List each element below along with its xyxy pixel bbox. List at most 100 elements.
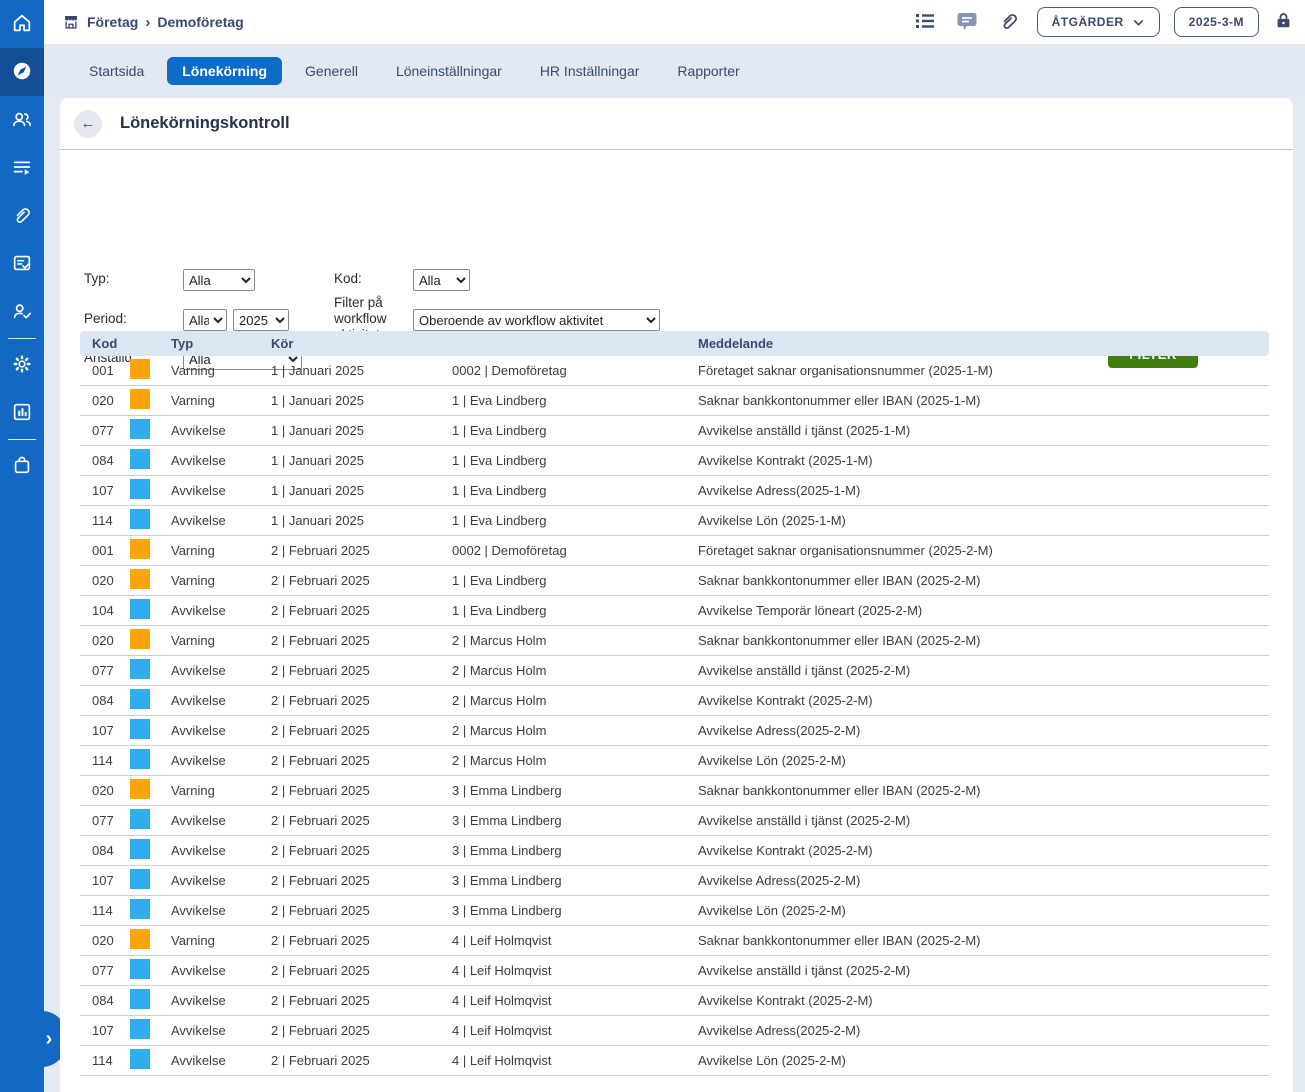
row-color-cell	[130, 989, 171, 1012]
breadcrumb-root[interactable]: Företag	[87, 14, 139, 30]
table-row: 077 Avvikelse 2 | Februari 2025 3 | Emma…	[80, 806, 1269, 836]
row-mottagare: 1 | Eva Lindberg	[452, 423, 547, 438]
row-kod: 107	[92, 1023, 114, 1038]
row-meddelande: Saknar bankkontonummer eller IBAN (2025-…	[698, 933, 981, 948]
row-color-cell	[130, 779, 171, 802]
sidebar-item-payroll-runs[interactable]	[0, 144, 44, 192]
col-header-typ: Typ	[171, 336, 194, 351]
type-color-swatch	[130, 599, 150, 619]
table-row: 114 Avvikelse 2 | Februari 2025 3 | Emma…	[80, 896, 1269, 926]
row-kor: 1 | Januari 2025	[271, 453, 364, 468]
row-kod: 084	[92, 993, 114, 1008]
row-kor: 2 | Februari 2025	[271, 783, 370, 798]
actions-button-label: ÅTGÄRDER	[1051, 15, 1124, 29]
tab-bar: Startsida Lönekörning Generell Löneinstä…	[44, 44, 1305, 98]
type-color-swatch	[130, 749, 150, 769]
actions-button[interactable]: ÅTGÄRDER	[1036, 7, 1160, 37]
tab-löneinställningar[interactable]: Löneinställningar	[395, 63, 502, 79]
back-button[interactable]: ←	[74, 109, 102, 138]
table-row: 114 Avvikelse 2 | Februari 2025 4 | Leif…	[80, 1046, 1269, 1076]
sidebar-item-payroll[interactable]	[0, 48, 44, 96]
gear-icon	[11, 353, 33, 378]
row-typ: Varning	[171, 363, 215, 378]
row-mottagare: 4 | Leif Holmqvist	[452, 1023, 552, 1038]
lock-button[interactable]	[1273, 8, 1293, 36]
row-kod: 107	[92, 873, 114, 888]
row-typ: Avvikelse	[171, 993, 226, 1008]
workflow-filter-select[interactable]: Oberoende av workflow aktivitet	[413, 309, 660, 331]
table-body: 001 Varning 1 | Januari 2025 0002 | Demo…	[80, 356, 1269, 1076]
row-color-cell	[130, 869, 171, 892]
period-button-label: 2025-3-M	[1188, 15, 1244, 29]
results-table: Kod Typ Kör Meddelande 001 Varning 1 | J…	[80, 331, 1269, 1076]
sidebar-item-employees[interactable]	[0, 96, 44, 144]
sidebar-item-attachments[interactable]	[0, 192, 44, 240]
row-kor: 2 | Februari 2025	[271, 933, 370, 948]
page-title: Lönekörningskontroll	[120, 114, 290, 132]
period-year-select[interactable]: 2025	[233, 309, 289, 331]
row-kor: 1 | Januari 2025	[271, 423, 364, 438]
filter-section: Typ: Alla Kod: Alla Period: Alla 2025 Fi…	[60, 150, 1293, 370]
row-mottagare: 3 | Emma Lindberg	[452, 873, 562, 888]
row-mottagare: 1 | Eva Lindberg	[452, 603, 547, 618]
sidebar-divider	[8, 439, 36, 440]
tab-hr-inställningar[interactable]: HR Inställningar	[539, 63, 640, 79]
row-kor: 2 | Februari 2025	[271, 573, 370, 588]
row-typ: Avvikelse	[171, 1023, 226, 1038]
row-kod: 020	[92, 633, 114, 648]
sidebar-item-home[interactable]	[0, 0, 44, 48]
sidebar-item-marketplace[interactable]	[0, 442, 44, 490]
row-kor: 2 | Februari 2025	[271, 903, 370, 918]
table-row: 001 Varning 1 | Januari 2025 0002 | Demo…	[80, 356, 1269, 386]
type-color-swatch	[130, 1049, 150, 1069]
row-color-cell	[130, 719, 171, 742]
row-meddelande: Avvikelse Adress(2025-2-M)	[698, 873, 861, 888]
tab-startsida[interactable]: Startsida	[89, 63, 145, 79]
col-header-kor: Kör	[271, 336, 294, 351]
row-mottagare: 4 | Leif Holmqvist	[452, 963, 552, 978]
chevron-right-icon: ›	[45, 1028, 53, 1050]
row-mottagare: 2 | Marcus Holm	[452, 633, 547, 648]
typ-select[interactable]: Alla	[183, 269, 255, 291]
period-month-select[interactable]: Alla	[183, 309, 227, 331]
comments-button[interactable]	[953, 8, 981, 36]
row-meddelande: Företaget saknar organisationsnummer (20…	[698, 543, 993, 558]
lock-icon	[1274, 11, 1293, 33]
row-meddelande: Avvikelse Kontrakt (2025-2-M)	[698, 993, 873, 1008]
tab-rapporter[interactable]: Rapporter	[677, 63, 740, 79]
row-color-cell	[130, 539, 171, 562]
type-color-swatch	[130, 719, 150, 739]
type-color-swatch	[130, 989, 150, 1009]
row-typ: Avvikelse	[171, 1053, 226, 1068]
row-typ: Varning	[171, 783, 215, 798]
table-row: 020 Varning 2 | Februari 2025 1 | Eva Li…	[80, 566, 1269, 596]
period-button[interactable]: 2025-3-M	[1173, 7, 1259, 37]
row-color-cell	[130, 629, 171, 652]
sidebar-item-reports[interactable]	[0, 389, 44, 437]
row-kod: 077	[92, 423, 114, 438]
row-kod: 077	[92, 663, 114, 678]
sidebar-item-approvals[interactable]	[0, 240, 44, 288]
type-color-swatch	[130, 509, 150, 529]
payroll-list-icon	[11, 156, 33, 181]
sidebar-item-employee-check[interactable]	[0, 288, 44, 336]
row-kod: 084	[92, 843, 114, 858]
sidebar-item-settings[interactable]	[0, 341, 44, 389]
row-meddelande: Företaget saknar organisationsnummer (20…	[698, 363, 993, 378]
tab-lönekörning[interactable]: Lönekörning	[167, 57, 283, 85]
task-list-button[interactable]	[911, 8, 939, 36]
attachments-button[interactable]	[995, 8, 1023, 36]
kod-select[interactable]: Alla	[413, 269, 470, 291]
row-color-cell	[130, 599, 171, 622]
row-kod: 114	[92, 513, 113, 528]
table-row: 020 Varning 2 | Februari 2025 3 | Emma L…	[80, 776, 1269, 806]
sidebar-divider	[8, 338, 36, 339]
row-kor: 2 | Februari 2025	[271, 1053, 370, 1068]
row-color-cell	[130, 659, 171, 682]
row-kod: 001	[92, 363, 114, 378]
row-color-cell	[130, 509, 171, 532]
document-check-icon	[11, 252, 33, 277]
tab-generell[interactable]: Generell	[305, 63, 358, 79]
row-meddelande: Avvikelse Adress(2025-1-M)	[698, 483, 861, 498]
row-color-cell	[130, 809, 171, 832]
